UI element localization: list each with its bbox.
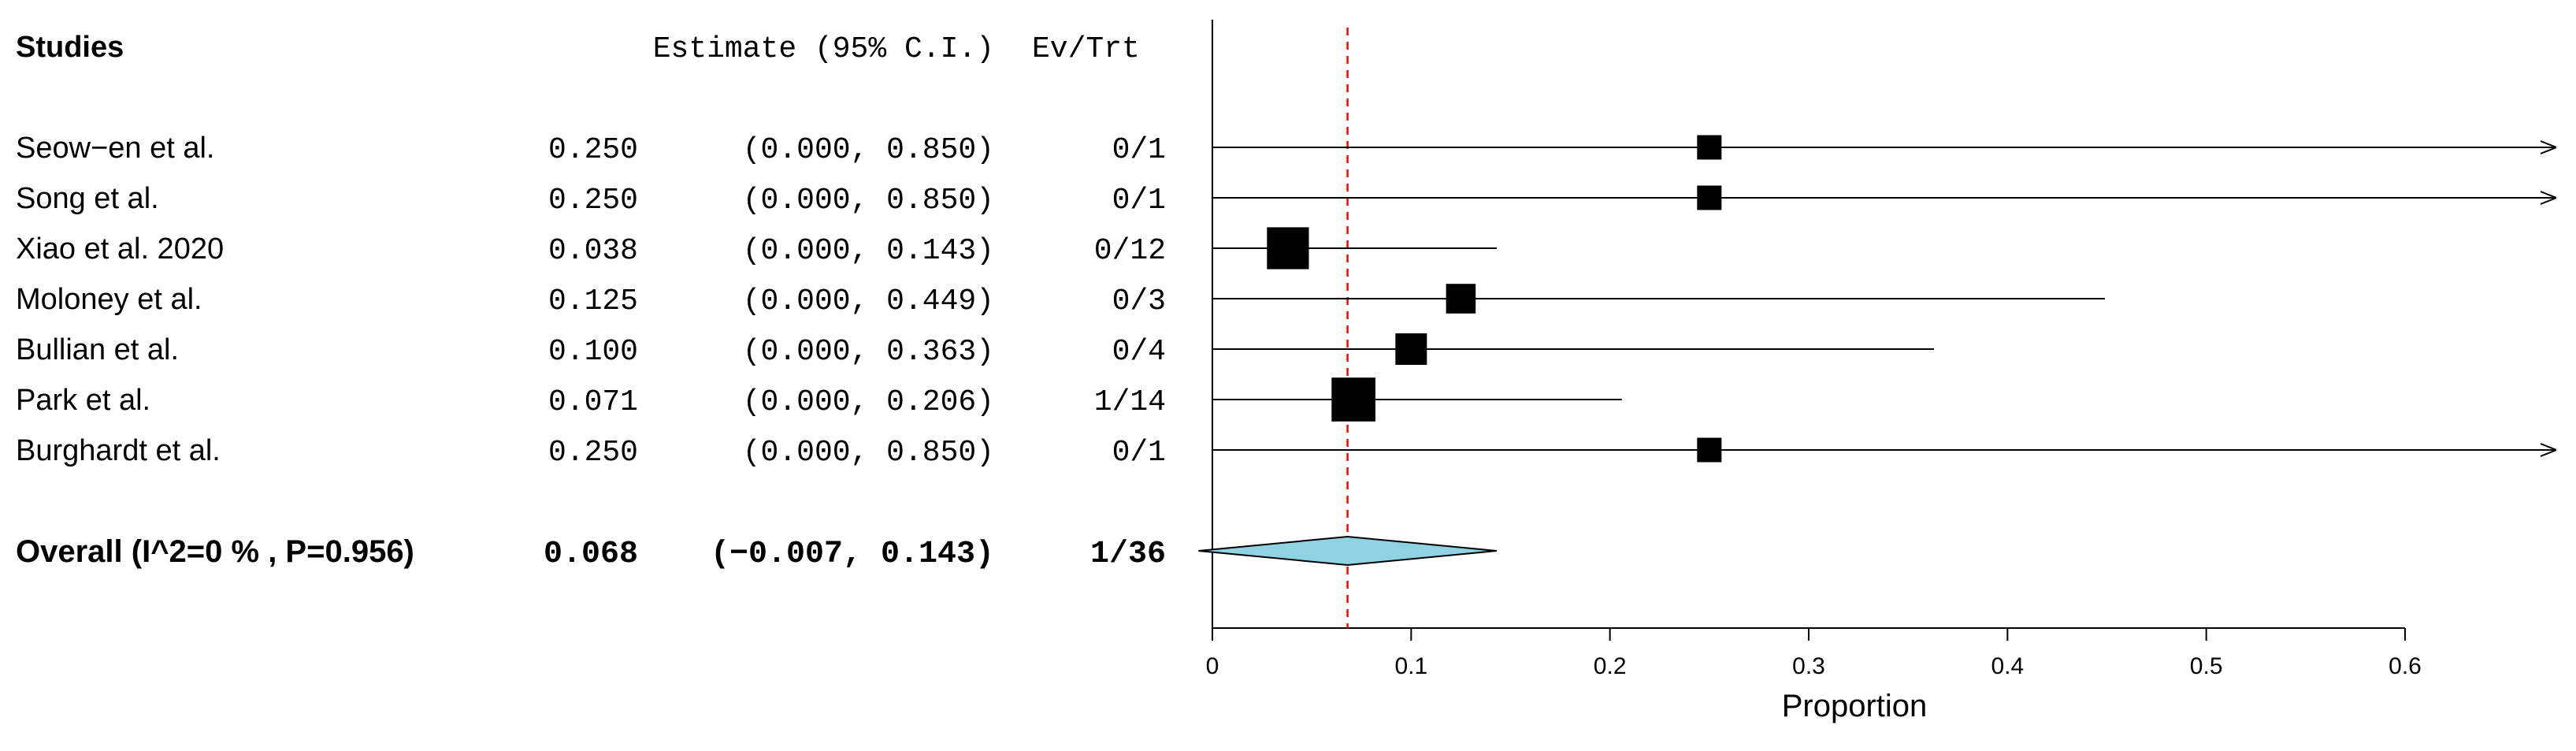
overall-label: Overall (I^2=0 % , P=0.956)	[16, 534, 414, 569]
plot-area: 0 0.1 0.2 0.3 0.4 0.5 0.6 Proportion	[1198, 20, 2556, 723]
x-axis-ticks: 0 0.1 0.2 0.3 0.4 0.5 0.6	[1206, 628, 2422, 679]
overall-evtrt: 1/36	[1090, 537, 1166, 572]
estimate-header: Estimate (95% C.I.)	[653, 32, 994, 66]
x-tick-label: 0.1	[1394, 653, 1427, 679]
study-ci: (0.000, 0.363)	[743, 335, 994, 369]
x-tick-label: 0.3	[1792, 653, 1825, 679]
study-point	[1395, 333, 1427, 365]
x-tick-label: 0.5	[2190, 653, 2223, 679]
study-marks	[1212, 135, 2556, 463]
x-axis-label: Proportion	[1782, 689, 1928, 723]
study-name: Burghardt et al.	[16, 434, 221, 467]
study-ci: (0.000, 0.850)	[743, 184, 994, 217]
overall-ci: (−0.007, 0.143)	[711, 537, 994, 572]
evtrt-header: Ev/Trt	[1032, 32, 1140, 66]
study-table: Seow−en et al. 0.250 (0.000, 0.850) 0/1 Song…	[16, 132, 1166, 572]
overall-estimate: 0.068	[544, 537, 638, 572]
x-tick-label: 0.6	[2389, 653, 2422, 679]
overall-diamond	[1198, 535, 1497, 567]
study-estimate: 0.071	[548, 385, 638, 419]
study-name: Bullian et al.	[16, 333, 179, 366]
study-ci: (0.000, 0.206)	[743, 385, 994, 419]
study-estimate: 0.038	[548, 234, 638, 268]
study-evtrt: 1/14	[1094, 385, 1166, 419]
study-point	[1267, 227, 1309, 270]
study-ci: (0.000, 0.850)	[743, 133, 994, 167]
x-tick-label: 0	[1206, 653, 1219, 679]
study-point	[1697, 185, 1722, 210]
study-evtrt: 0/1	[1112, 184, 1166, 217]
study-point	[1697, 135, 1722, 160]
study-name: Seow−en et al.	[16, 132, 214, 165]
studies-header: Studies	[16, 31, 124, 64]
study-name: Song et al.	[16, 182, 159, 215]
x-tick-label: 0.4	[1991, 653, 2024, 679]
study-evtrt: 0/12	[1094, 234, 1166, 268]
study-ci: (0.000, 0.850)	[743, 436, 994, 470]
study-ci: (0.000, 0.449)	[743, 284, 994, 318]
study-estimate: 0.125	[548, 284, 638, 318]
study-name: Xiao et al. 2020	[16, 232, 224, 266]
study-point	[1331, 377, 1375, 422]
study-evtrt: 0/4	[1112, 335, 1166, 369]
study-point	[1446, 284, 1476, 314]
study-evtrt: 0/3	[1112, 284, 1166, 318]
study-evtrt: 0/1	[1112, 436, 1166, 470]
study-evtrt: 0/1	[1112, 133, 1166, 167]
study-name: Moloney et al.	[16, 283, 202, 316]
study-ci: (0.000, 0.143)	[743, 234, 994, 268]
study-estimate: 0.250	[548, 436, 638, 470]
study-estimate: 0.250	[548, 184, 638, 217]
x-tick-label: 0.2	[1594, 653, 1627, 679]
study-name: Park et al.	[16, 384, 150, 417]
study-point	[1697, 437, 1722, 463]
study-estimate: 0.250	[548, 133, 638, 167]
study-estimate: 0.100	[548, 335, 638, 369]
